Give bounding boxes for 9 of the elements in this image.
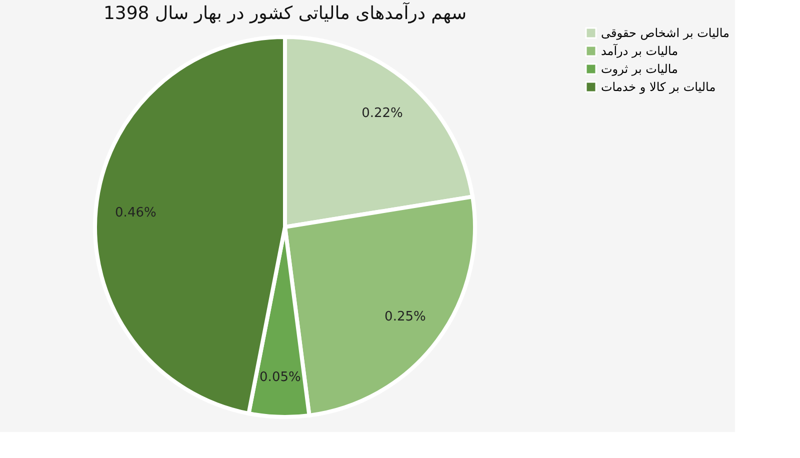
chart-title: سهم درآمدهای مالیاتی کشور در بهار سال 1398	[103, 2, 467, 24]
data-label: 0.46%	[115, 206, 156, 221]
data-label: 0.05%	[260, 370, 301, 385]
legend-label: مالیات بر درآمد	[601, 43, 678, 58]
legend-label: مالیات بر ثروت	[601, 62, 678, 76]
legend-label: مالیات بر اشخاص حقوقی	[601, 26, 730, 40]
legend-label: مالیات بر کالا و خدمات	[601, 80, 716, 94]
data-label: 0.22%	[362, 106, 403, 121]
data-label: 0.25%	[384, 310, 426, 325]
